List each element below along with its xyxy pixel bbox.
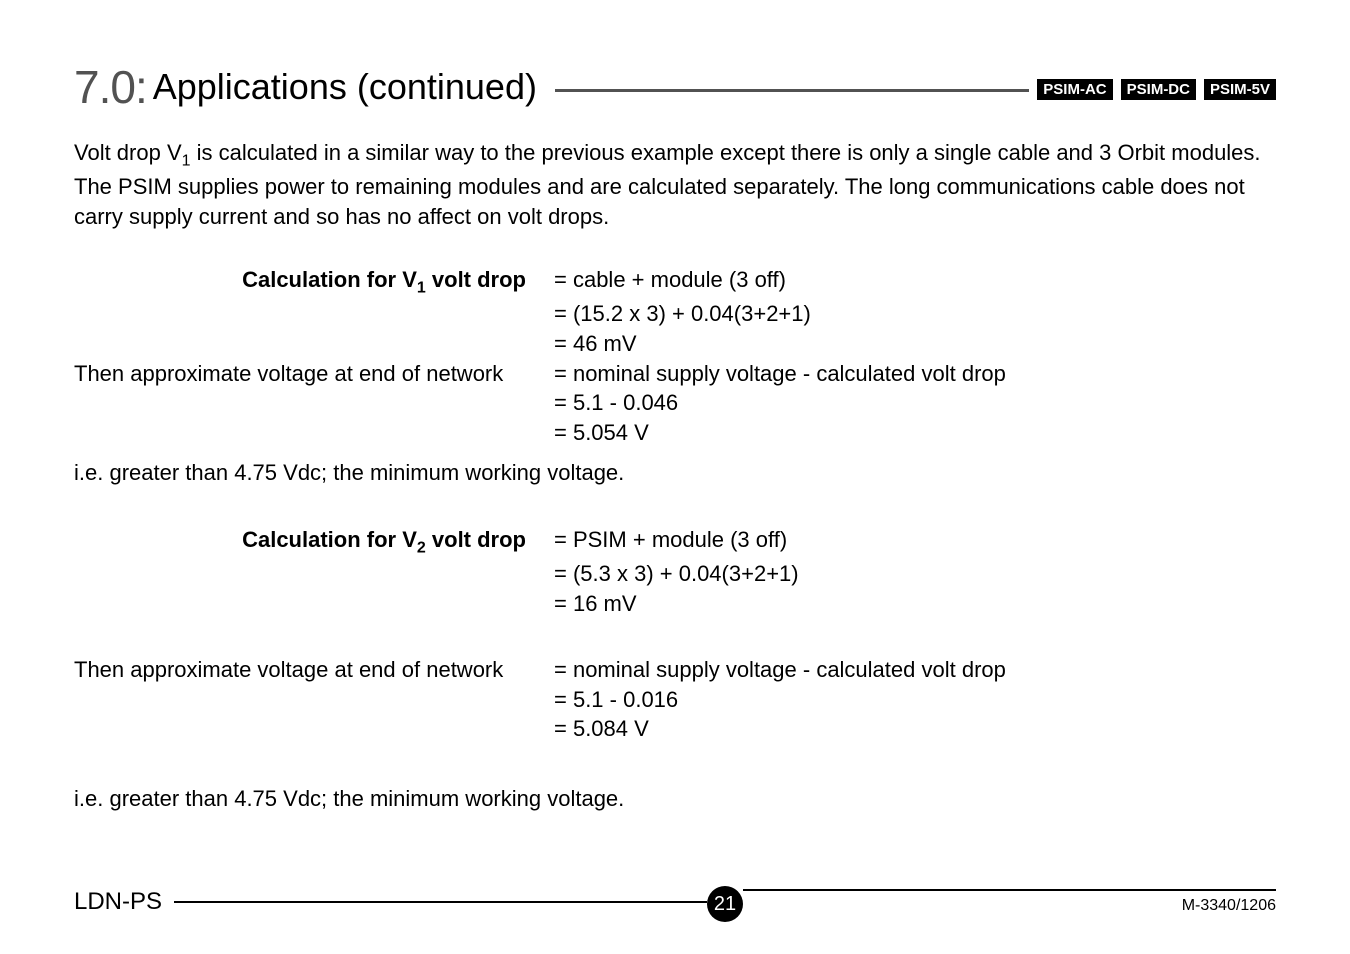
footer-rule-left xyxy=(174,901,707,903)
calculation-v2: Calculation for V2 volt drop = PSIM + mo… xyxy=(74,525,1276,618)
calc1-label-sub: 1 xyxy=(417,280,426,297)
badge-psim-ac: PSIM-AC xyxy=(1037,79,1112,100)
intro-post: is calculated in a similar way to the pr… xyxy=(74,140,1261,229)
calculation-v1: Calculation for V1 volt drop = cable + m… xyxy=(74,265,1276,447)
empty xyxy=(74,418,554,448)
calculation-v2-approx: Then approximate voltage at end of netwo… xyxy=(74,655,1276,744)
calc1-r2: = (15.2 x 3) + 0.04(3+2+1) xyxy=(554,299,1276,329)
calc2-r3: = 16 mV xyxy=(554,589,1276,619)
empty xyxy=(74,299,554,329)
calc1-r4: = nominal supply voltage - calculated vo… xyxy=(554,359,1276,389)
badge-psim-dc: PSIM-DC xyxy=(1121,79,1196,100)
empty xyxy=(74,329,554,359)
empty xyxy=(74,559,554,589)
footer-rule-right xyxy=(743,889,1276,891)
calc1-r6: = 5.054 V xyxy=(554,418,1276,448)
header-rule xyxy=(555,89,1029,92)
calc1-r3: = 46 mV xyxy=(554,329,1276,359)
page-number-badge: 21 xyxy=(707,886,743,922)
badge-psim-5v: PSIM-5V xyxy=(1204,79,1276,100)
calc1-label: Calculation for V1 volt drop xyxy=(74,265,554,299)
calc1-label-pre: Calculation for V xyxy=(242,267,417,292)
footer-doc-id: M-3340/1206 xyxy=(1182,897,1276,915)
calc1-label-post: volt drop xyxy=(426,267,526,292)
calc2-note: i.e. greater than 4.75 Vdc; the minimum … xyxy=(74,784,1276,814)
empty xyxy=(74,714,554,744)
calc1-r1: = cable + module (3 off) xyxy=(554,265,1276,299)
calc1-note: i.e. greater than 4.75 Vdc; the minimum … xyxy=(74,458,1276,488)
product-badges: PSIM-AC PSIM-DC PSIM-5V xyxy=(1037,79,1276,100)
calc2-label-post: volt drop xyxy=(426,527,526,552)
intro-paragraph: Volt drop V1 is calculated in a similar … xyxy=(74,138,1276,231)
empty xyxy=(74,589,554,619)
calc2-r2: = (5.3 x 3) + 0.04(3+2+1) xyxy=(554,559,1276,589)
calc2-approx-label: Then approximate voltage at end of netwo… xyxy=(74,655,554,685)
empty xyxy=(74,388,554,418)
footer-model: LDN-PS xyxy=(74,888,162,916)
calc2-r6: = 5.084 V xyxy=(554,714,1276,744)
calc1-r5: = 5.1 - 0.046 xyxy=(554,388,1276,418)
calc2-r5: = 5.1 - 0.016 xyxy=(554,685,1276,715)
intro-sub: 1 xyxy=(182,152,191,169)
page-title: Applications (continued) xyxy=(153,66,537,108)
calc2-label-sub: 2 xyxy=(417,540,426,557)
page-footer: LDN-PS 21 M-3340/1206 xyxy=(74,884,1276,920)
footer-right: M-3340/1206 xyxy=(743,889,1276,915)
intro-pre: Volt drop V xyxy=(74,140,182,165)
page-header: 7.0: Applications (continued) PSIM-AC PS… xyxy=(74,60,1276,114)
calc2-r1: = PSIM + module (3 off) xyxy=(554,525,1276,559)
calc1-approx-label: Then approximate voltage at end of netwo… xyxy=(74,359,554,389)
calc2-r4: = nominal supply voltage - calculated vo… xyxy=(554,655,1276,685)
calc2-label-pre: Calculation for V xyxy=(242,527,417,552)
calc2-label: Calculation for V2 volt drop xyxy=(74,525,554,559)
section-number: 7.0: xyxy=(74,60,147,114)
empty xyxy=(74,685,554,715)
